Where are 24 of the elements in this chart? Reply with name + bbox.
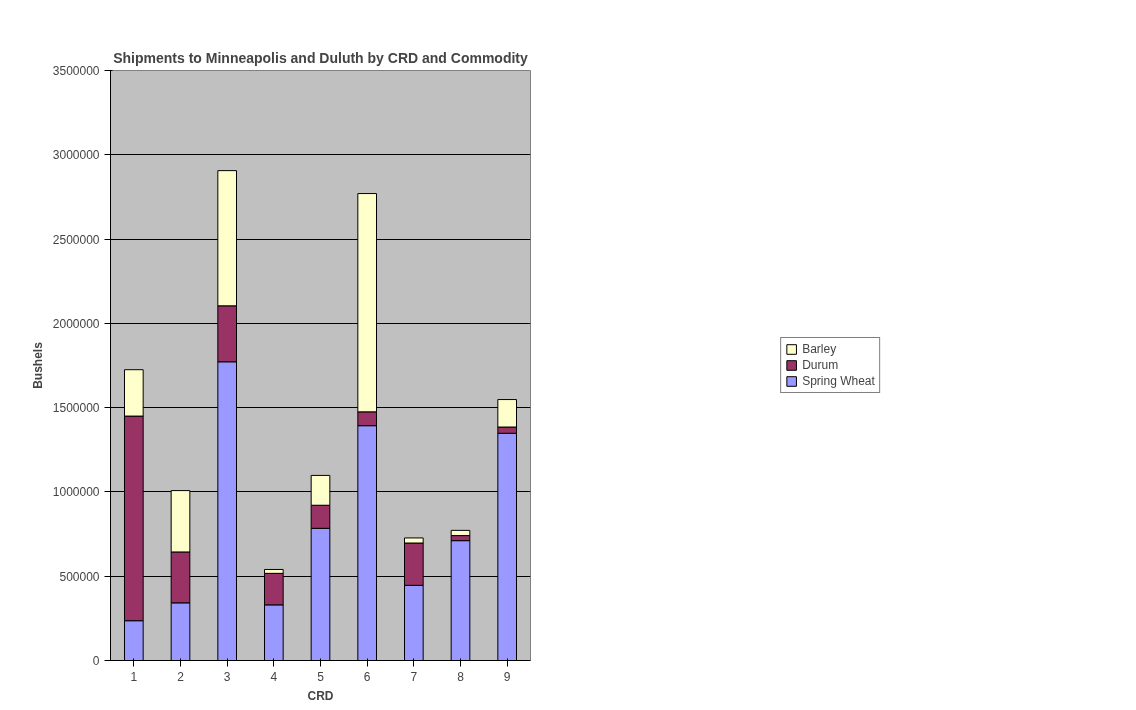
x-tick-label: 9 [503, 669, 511, 684]
y-tick-label: 2000000 [52, 316, 100, 331]
y-tick-label: 3000000 [52, 148, 100, 163]
x-tick-label: 4 [270, 669, 278, 684]
legend-label: Spring Wheat [802, 374, 875, 388]
y-tick-label: 1500000 [52, 401, 100, 416]
legend-label: Durum [802, 358, 839, 372]
y-tick-label: 2500000 [52, 232, 100, 247]
y-tick-label: 0 [92, 654, 100, 668]
legend-label: Barley [802, 342, 837, 356]
y-axis-title: Bushels [30, 341, 45, 389]
x-tick-label: 3 [223, 669, 231, 684]
x-tick-label: 8 [457, 669, 465, 684]
y-tick-label: 1000000 [52, 485, 100, 500]
y-tick-label: 3500000 [52, 64, 100, 78]
x-axis-title: CRD [307, 688, 334, 703]
x-tick-label: 6 [363, 669, 371, 684]
x-tick-label: 1 [130, 669, 138, 684]
x-tick-label: 2 [177, 669, 185, 684]
chart-title: Shipments to Minneapolis and Duluth by CRD and Commodity [113, 49, 528, 66]
x-tick-label: 5 [317, 669, 325, 684]
bar [450, 529, 471, 537]
x-tick-label: 7 [410, 669, 418, 684]
y-tick-label: 500000 [59, 569, 100, 584]
